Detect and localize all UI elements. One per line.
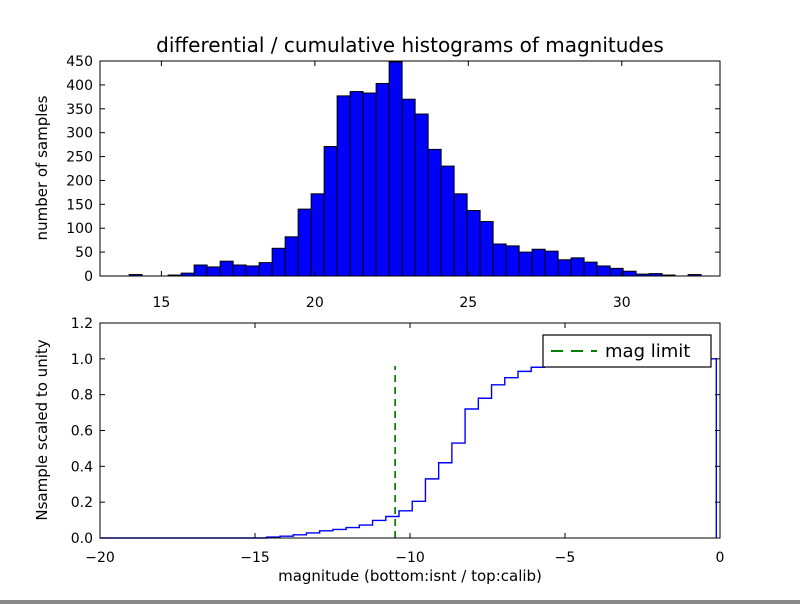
histogram-bar <box>258 262 273 277</box>
histogram-bar <box>245 265 260 277</box>
y-tick-label: 0.4 <box>71 459 93 475</box>
x-tick-label: 25 <box>459 295 477 311</box>
x-tick-label: 0 <box>716 550 725 566</box>
y-tick-label: 50 <box>75 245 93 261</box>
histogram-bar <box>401 98 416 277</box>
x-tick-label: 15 <box>152 295 170 311</box>
axes-frames-and-ticks <box>99 60 721 539</box>
histogram-bar <box>609 267 624 277</box>
top-y-axis-label: number of samples <box>33 95 51 240</box>
y-tick-label: 200 <box>66 173 93 189</box>
bottom-y-axis-label: Nsample scaled to unity <box>33 339 51 520</box>
histogram-bar <box>193 264 208 277</box>
x-tick-label: −5 <box>555 550 576 566</box>
histogram-bar <box>622 270 637 277</box>
histogram-bar <box>557 259 572 277</box>
histogram-bar <box>479 221 494 277</box>
histogram-bar <box>544 250 559 277</box>
histogram-bar <box>336 95 351 277</box>
histogram-bar <box>284 236 299 277</box>
legend-label: mag limit <box>605 341 690 362</box>
histogram-bar <box>414 113 429 277</box>
x-tick-label: −20 <box>85 550 115 566</box>
y-tick-label: 0 <box>84 269 93 285</box>
histogram-bar <box>323 146 338 277</box>
y-tick-label: 0.2 <box>71 495 93 511</box>
histogram-bar <box>271 247 286 277</box>
histogram-bar <box>206 266 221 277</box>
y-tick-label: 450 <box>66 54 93 70</box>
histogram-bar <box>596 265 611 277</box>
histogram-bar <box>492 243 507 277</box>
y-tick-label: 350 <box>66 102 93 118</box>
histogram-bar <box>570 257 585 277</box>
y-tick-label: 1.0 <box>71 352 93 368</box>
x-tick-label: −10 <box>395 550 425 566</box>
histogram-bar <box>453 193 468 277</box>
x-tick-label: 20 <box>306 295 324 311</box>
histogram-bar <box>362 92 377 277</box>
histogram-bar <box>388 61 403 277</box>
histogram-bar <box>531 248 546 277</box>
histogram-bar <box>310 193 325 277</box>
x-tick-label: −15 <box>240 550 270 566</box>
y-tick-label: 100 <box>66 221 93 237</box>
histogram-bar <box>518 251 533 277</box>
histogram-bar <box>466 210 481 277</box>
histogram-bar <box>583 261 598 277</box>
y-tick-label: 150 <box>66 197 93 213</box>
histogram-bar <box>349 91 364 277</box>
y-tick-label: 0.8 <box>71 388 93 404</box>
y-tick-label: 0.6 <box>71 424 93 440</box>
histogram-bar <box>505 245 520 277</box>
y-tick-label: 0.0 <box>71 531 93 547</box>
histogram-bar <box>440 165 455 277</box>
x-tick-label: 30 <box>613 295 631 311</box>
x-axis-label: magnitude (bottom:isnt / top:calib) <box>278 567 542 585</box>
y-tick-label: 250 <box>66 150 93 166</box>
legend-box: mag limit <box>542 334 712 368</box>
top-histogram-bars <box>128 61 702 277</box>
y-tick-label: 1.2 <box>71 316 93 332</box>
axes-frame <box>99 60 721 277</box>
histogram-bar <box>375 82 390 277</box>
histogram-bar <box>232 264 247 277</box>
histogram-bar <box>297 208 312 277</box>
histogram-bar <box>427 148 442 277</box>
y-tick-label: 400 <box>66 78 93 94</box>
y-tick-label: 300 <box>66 126 93 142</box>
histogram-bar <box>219 260 234 277</box>
figure-title: differential / cumulative histograms of … <box>156 33 664 57</box>
